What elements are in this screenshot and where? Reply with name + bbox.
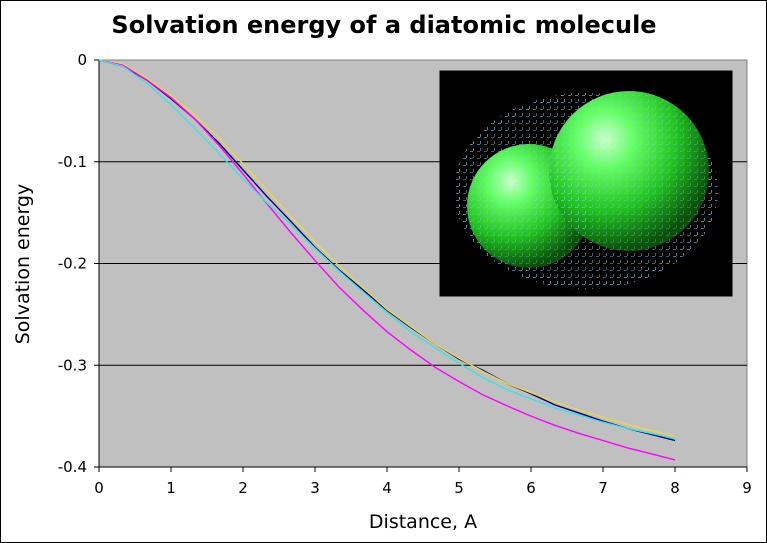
molecule-inset-image xyxy=(440,71,732,296)
series-lines xyxy=(98,59,676,461)
x-tick-label: 6 xyxy=(526,479,536,497)
chart-title: Solvation energy of a diatomic molecule xyxy=(111,11,656,39)
y-axis-title: Solvation energy xyxy=(12,184,34,345)
x-tick-label: 5 xyxy=(454,479,464,497)
x-tick-label: 8 xyxy=(670,479,680,497)
x-tick-label: 3 xyxy=(310,479,320,497)
x-tick-label: 4 xyxy=(382,479,392,497)
x-tick-label: 0 xyxy=(94,479,104,497)
x-tick-label: 2 xyxy=(238,479,248,497)
x-tick-label: 1 xyxy=(166,479,176,497)
x-axis-title: Distance, A xyxy=(369,511,477,533)
x-tick-label: 9 xyxy=(742,479,752,497)
y-tick-label: -0.2 xyxy=(58,255,87,273)
y-tick-label: 0 xyxy=(77,51,87,69)
x-tick-label: 7 xyxy=(598,479,608,497)
series-line-yellow xyxy=(98,59,676,438)
series-line-cyan xyxy=(98,59,676,440)
y-tick-label: -0.1 xyxy=(58,153,87,171)
y-tick-label: -0.3 xyxy=(58,356,87,374)
series-line-magenta xyxy=(98,59,676,461)
y-tick-label: -0.4 xyxy=(58,458,87,476)
axes: 0 -0.1 -0.2 -0.3 -0.4 0 1 2 3 4 5 6 7 8 9 xyxy=(58,51,752,497)
